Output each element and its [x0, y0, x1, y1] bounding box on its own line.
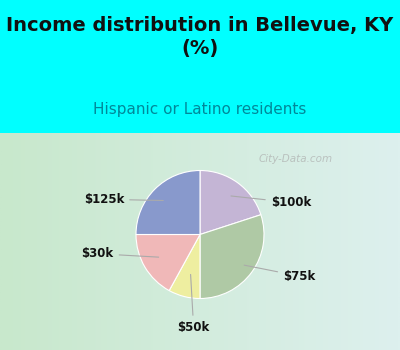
Text: Income distribution in Bellevue, KY
(%): Income distribution in Bellevue, KY (%) [6, 16, 394, 58]
Text: $100k: $100k [231, 196, 311, 209]
Wedge shape [200, 170, 261, 234]
Text: $30k: $30k [82, 247, 159, 260]
Wedge shape [169, 234, 200, 299]
Text: City-Data.com: City-Data.com [259, 154, 333, 164]
Text: Hispanic or Latino residents: Hispanic or Latino residents [93, 102, 307, 117]
Wedge shape [200, 215, 264, 299]
Text: $125k: $125k [84, 193, 163, 206]
Wedge shape [136, 170, 200, 234]
Text: $50k: $50k [178, 274, 210, 334]
Wedge shape [136, 234, 200, 290]
Text: $75k: $75k [244, 265, 315, 282]
